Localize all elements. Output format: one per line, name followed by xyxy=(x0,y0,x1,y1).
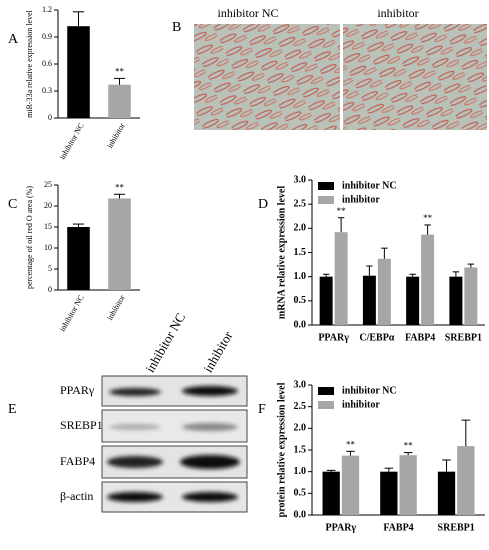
legend-label: inhibitor NC xyxy=(342,385,397,396)
bar xyxy=(406,276,420,325)
bar xyxy=(67,26,90,119)
legend-label: inhibitor xyxy=(342,399,380,410)
bar xyxy=(377,258,391,325)
x-tick-label: inhibitor xyxy=(105,293,127,322)
bar xyxy=(341,455,360,515)
x-tick-label: inhibitor xyxy=(105,121,127,150)
bar xyxy=(362,275,376,325)
bar xyxy=(319,276,333,325)
y-tick-label: 2.0 xyxy=(294,423,307,434)
blot xyxy=(101,375,248,513)
panel-letter: E xyxy=(8,402,17,417)
row-label: FABP4 xyxy=(60,454,95,468)
bar xyxy=(380,471,398,515)
panel-letter: C xyxy=(8,197,17,212)
x-tick-label: SREBP1 xyxy=(438,522,475,533)
row-label: β-actin xyxy=(60,489,93,503)
y-tick-label: 20 xyxy=(44,201,52,210)
y-tick-label: 2.0 xyxy=(294,223,307,234)
y-tick-label: 0.0 xyxy=(294,509,307,520)
y-tick-label: 0 xyxy=(48,113,52,122)
y-tick-label: 0.5 xyxy=(294,295,307,306)
significance-label: ** xyxy=(337,206,347,216)
significance-label: ** xyxy=(423,213,433,223)
micrograph xyxy=(343,24,487,130)
y-tick-label: 10 xyxy=(44,243,52,252)
y-tick-label: 0.3 xyxy=(42,86,52,95)
bar xyxy=(108,198,131,290)
micrograph xyxy=(194,24,340,130)
bar xyxy=(421,234,435,325)
bar xyxy=(449,276,463,325)
significance-label: ** xyxy=(346,439,356,449)
y-tick-label: 2.5 xyxy=(294,401,307,412)
y-tick-label: 1.0 xyxy=(294,466,307,477)
y-tick-label: 3.0 xyxy=(294,379,307,390)
x-tick-label: SREBP1 xyxy=(445,332,482,343)
x-tick-label: FABP4 xyxy=(383,522,413,533)
x-tick-label: inhibitor NC xyxy=(58,293,86,333)
y-tick-label: 2.5 xyxy=(294,198,307,209)
legend-label: inhibitor NC xyxy=(342,180,397,191)
y-tick-label: 5 xyxy=(48,264,52,273)
legend-swatch xyxy=(318,196,334,204)
image-label: inhibitor xyxy=(377,6,418,20)
legend-swatch xyxy=(318,387,334,395)
bar xyxy=(437,471,456,515)
panel-letter: B xyxy=(172,20,181,35)
y-tick-label: 1.0 xyxy=(294,271,307,282)
y-axis-label: mRNA relative expression level xyxy=(276,186,287,319)
legend-swatch xyxy=(318,182,334,190)
column-label: inhibitor xyxy=(200,328,236,375)
column-label: inhibitor NC xyxy=(142,310,188,375)
y-axis-label: miR-33a relative expression level xyxy=(25,9,34,118)
bar xyxy=(108,84,131,118)
significance-label: ** xyxy=(115,182,125,192)
bar xyxy=(457,446,475,515)
y-tick-label: 0.0 xyxy=(294,319,307,330)
row-label: PPARγ xyxy=(60,383,95,397)
bar xyxy=(67,227,90,290)
bar xyxy=(399,455,417,515)
y-tick-label: 25 xyxy=(44,180,52,189)
x-tick-label: FABP4 xyxy=(405,332,435,343)
panel-letter: A xyxy=(8,32,19,47)
legend-label: inhibitor xyxy=(342,194,380,205)
bar xyxy=(322,471,340,515)
bar xyxy=(334,232,348,325)
panel-letter: D xyxy=(258,197,268,212)
y-tick-label: 0.5 xyxy=(294,488,307,499)
y-tick-label: 1.2 xyxy=(42,5,52,14)
significance-label: ** xyxy=(404,441,414,451)
y-tick-label: 3.0 xyxy=(294,174,307,185)
x-tick-label: C/EBPα xyxy=(359,332,394,343)
y-axis-label: percentage of oil red O area (%) xyxy=(25,186,34,289)
y-tick-label: 0 xyxy=(48,285,52,294)
y-tick-label: 1.5 xyxy=(294,444,307,455)
y-tick-label: 15 xyxy=(44,222,52,231)
x-tick-label: PPARγ xyxy=(326,522,357,533)
y-tick-label: 0.6 xyxy=(42,59,52,68)
y-axis-label: protein relative expression level xyxy=(276,382,287,517)
x-tick-label: inhibitor NC xyxy=(58,121,86,161)
panel-letter: F xyxy=(258,402,266,417)
significance-label: ** xyxy=(115,66,125,76)
x-tick-label: PPARγ xyxy=(318,332,349,343)
y-tick-label: 0.9 xyxy=(42,32,52,41)
image-label: inhibitor NC xyxy=(217,6,278,20)
y-tick-label: 1.5 xyxy=(294,247,307,258)
row-label: SREBP1 xyxy=(60,418,103,432)
bar xyxy=(464,267,478,325)
legend-swatch xyxy=(318,401,334,409)
